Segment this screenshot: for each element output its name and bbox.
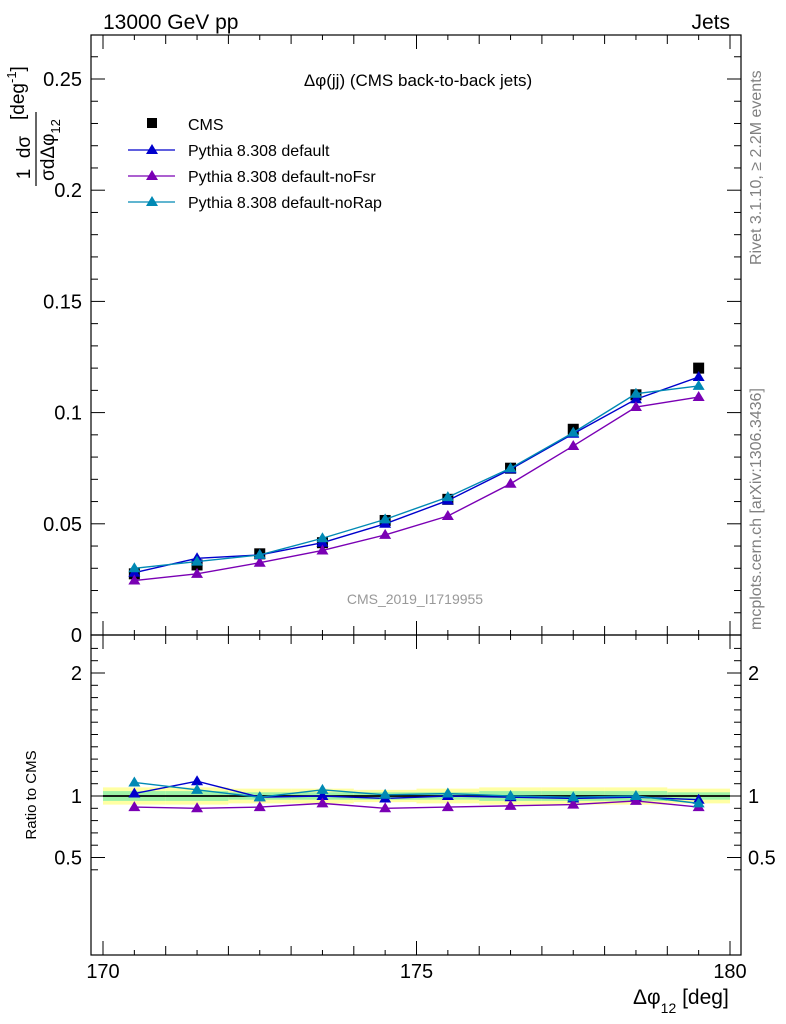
y-tick-label-0.05: 0.05 xyxy=(43,514,82,536)
ratio-y-tick-label-right-2: 2 xyxy=(748,663,759,685)
legend-marker-default xyxy=(146,144,158,154)
ratio-point-pythia-8-308-default-nofsr xyxy=(128,801,141,812)
data-point-pythia-8-308-default xyxy=(692,371,705,382)
data-point-pythia-8-308-default-norap xyxy=(253,548,266,559)
data-point-pythia-8-308-default-nofsr xyxy=(504,477,517,488)
ratio-point-pythia-8-308-default-norap xyxy=(316,783,329,794)
data-point-pythia-8-308-default-nofsr xyxy=(316,544,329,555)
ratio-point-pythia-8-308-default-norap xyxy=(379,788,392,799)
ratio-point-pythia-8-308-default-norap xyxy=(692,797,705,808)
ratio-point-pythia-8-308-default-nofsr xyxy=(191,802,204,813)
y-tick-label-0.1: 0.1 xyxy=(54,403,82,425)
ratio-line-pythia-8-308-default xyxy=(134,780,699,801)
legend-label-nofsr: Pythia 8.308 default-noFsr xyxy=(188,169,376,186)
x-tick-label-170: 170 xyxy=(86,961,119,983)
svg-text:1: 1 xyxy=(14,169,35,180)
y-tick-label-0: 0 xyxy=(71,625,82,647)
ratio-point-pythia-8-308-default-nofsr xyxy=(316,797,329,808)
ratio-y-tick-label-2: 2 xyxy=(71,663,82,685)
y-tick-label-0.2: 0.2 xyxy=(54,180,82,202)
header-left: 13000 GeV pp xyxy=(103,11,238,34)
data-point-pythia-8-308-default-norap xyxy=(379,513,392,524)
ratio-point-pythia-8-308-default-norap xyxy=(629,790,642,800)
data-point-pythia-8-308-default-nofsr xyxy=(253,556,266,567)
ratio-point-pythia-8-308-default xyxy=(191,775,204,786)
ratio-plot-frame xyxy=(90,634,742,956)
y-tick-label-0.15: 0.15 xyxy=(43,291,82,313)
y-tick-label-0.25: 0.25 xyxy=(43,69,82,91)
data-point-pythia-8-308-default-norap xyxy=(441,491,454,502)
ratio-point-pythia-8-308-default-norap xyxy=(567,791,580,802)
ratio-point-pythia-8-308-default-norap xyxy=(253,791,266,802)
ratio-point-pythia-8-308-default-nofsr xyxy=(567,798,580,809)
data-point-pythia-8-308-default-nofsr xyxy=(191,567,204,578)
data-point-pythia-8-308-default-nofsr xyxy=(128,574,141,585)
data-point-pythia-8-308-default-norap xyxy=(128,562,141,573)
data-point-pythia-8-308-default-nofsr xyxy=(567,439,580,450)
chart-title: Δφ(jj) (CMS back-to-back jets) xyxy=(304,71,532,90)
main-panel: 0 0.05 0.1 0.15 0.2 0.25 xyxy=(43,35,741,647)
ratio-line-pythia-8-308-default-norap xyxy=(134,781,699,805)
legend-marker-nofsr xyxy=(146,170,158,180)
analysis-watermark: CMS_2019_I1719955 xyxy=(347,591,483,607)
ratio-y-axis-label: Ratio to CMS xyxy=(23,750,40,839)
svg-text:σdΔφ12: σdΔφ12 xyxy=(38,119,63,181)
ratio-y-tick-label-1: 1 xyxy=(71,786,82,808)
series-line-pythia-8-308-default xyxy=(134,376,699,574)
ratio-y-tick-label-right-1: 1 xyxy=(748,786,759,808)
svg-text:dσ: dσ xyxy=(14,136,35,159)
data-point-pythia-8-308-default xyxy=(629,393,642,404)
ratio-y-tick-label-right-0.5: 0.5 xyxy=(748,848,776,870)
data-point-cms xyxy=(693,362,705,374)
data-point-pythia-8-308-default-nofsr xyxy=(629,401,642,412)
rivet-side-label: Rivet 3.1.10, ≥ 2.2M events xyxy=(748,70,765,265)
data-point-pythia-8-308-default-norap xyxy=(629,387,642,398)
ratio-point-pythia-8-308-default-nofsr xyxy=(253,801,266,812)
data-point-pythia-8-308-default-norap xyxy=(316,532,329,543)
ratio-point-pythia-8-308-default-norap xyxy=(128,776,141,787)
ratio-point-pythia-8-308-default-norap xyxy=(441,787,454,798)
legend-label-cms: CMS xyxy=(188,117,224,134)
ratio-point-pythia-8-308-default-nofsr xyxy=(441,801,454,812)
x-tick-label-175: 175 xyxy=(400,961,433,983)
data-point-pythia-8-308-default-norap xyxy=(567,426,580,437)
x-axis-label: Δφ12 [deg] xyxy=(633,986,729,1016)
ratio-y-tick-label-0.5: 0.5 xyxy=(54,848,82,870)
ratio-panel: 170 175 180 0.5 0.5 1 1 2 2 xyxy=(54,635,776,983)
data-point-pythia-8-308-default-norap xyxy=(504,462,517,473)
data-point-pythia-8-308-default-nofsr xyxy=(441,510,454,521)
series-line-pythia-8-308-default-nofsr xyxy=(134,396,699,582)
ratio-point-pythia-8-308-default-norap xyxy=(504,790,517,800)
ratio-point-pythia-8-308-default-nofsr xyxy=(379,802,392,813)
ratio-point-pythia-8-308-default xyxy=(316,790,329,800)
mcplots-side-label: mcplots.cern.ch [arXiv:1306.3436] xyxy=(748,388,765,630)
legend-marker-norap xyxy=(146,196,158,206)
data-point-pythia-8-308-default-nofsr xyxy=(692,391,705,402)
legend: CMS Pythia 8.308 default Pythia 8.308 de… xyxy=(128,117,382,212)
ratio-line-pythia-8-308-default-nofsr xyxy=(134,800,699,810)
ratio-point-pythia-8-308-default xyxy=(128,787,141,798)
main-y-axis-label: 1 dσ σdΔφ12 xyxy=(14,112,63,186)
header-right: Jets xyxy=(691,11,730,34)
x-tick-label-180: 180 xyxy=(713,961,746,983)
data-point-pythia-8-308-default-nofsr xyxy=(379,528,392,539)
ratio-point-pythia-8-308-default-nofsr xyxy=(504,799,517,810)
legend-label-norap: Pythia 8.308 default-noRap xyxy=(188,195,382,212)
main-y-axis-unit: [deg-1] xyxy=(4,66,29,120)
data-point-pythia-8-308-default-norap xyxy=(191,555,204,566)
legend-marker-cms xyxy=(147,118,157,128)
ratio-point-pythia-8-308-default-norap xyxy=(191,783,204,794)
series-line-pythia-8-308-default-norap xyxy=(134,385,699,569)
data-point-pythia-8-308-default-norap xyxy=(692,379,705,390)
legend-label-default: Pythia 8.308 default xyxy=(188,143,330,160)
